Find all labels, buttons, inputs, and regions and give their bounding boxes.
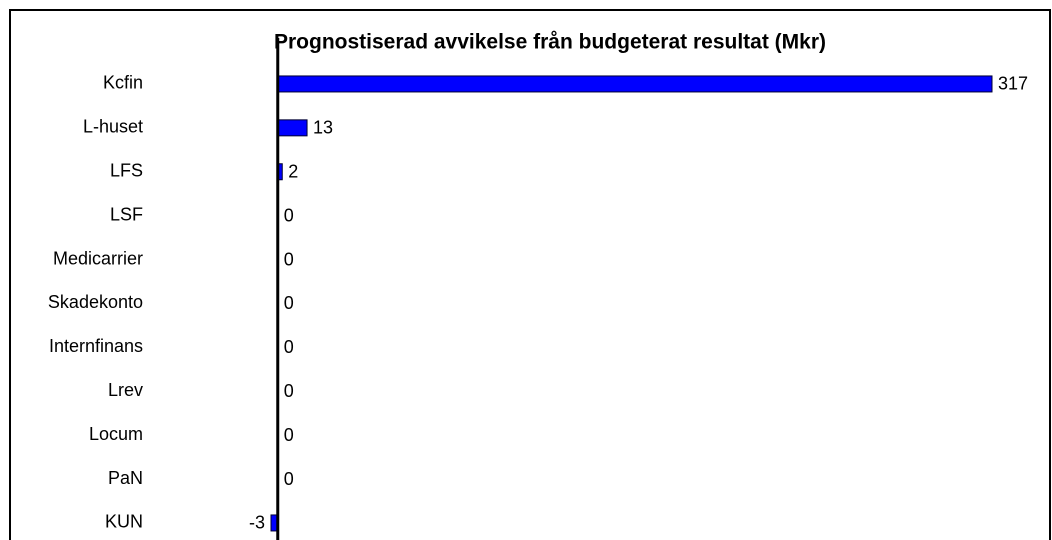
value-label: 2 [288,162,298,182]
category-label: Medicarrier [53,248,143,268]
category-label: PaN [108,468,143,488]
category-label: Locum [89,424,143,444]
value-label: 0 [284,425,294,445]
value-label: 317 [998,74,1028,94]
category-label: Internfinans [49,336,143,356]
category-label: LSF [110,204,143,224]
category-label: Lrev [108,380,143,400]
category-label: L-huset [83,117,143,137]
category-label: LFS [110,161,143,181]
chart-title: Prognostiserad avvikelse från budgeterat… [274,31,826,54]
category-label: KUN [105,512,143,532]
value-label: 0 [284,381,294,401]
bar [277,119,308,137]
bar [277,75,993,93]
category-label: Kcfin [103,73,143,93]
value-label: 13 [313,118,333,138]
category-label: Skadekonto [48,292,143,312]
value-label: 0 [284,205,294,225]
value-label: 0 [284,249,294,269]
value-label: 0 [284,469,294,489]
value-label: -3 [249,513,265,533]
value-label: 0 [284,337,294,357]
value-label: 0 [284,293,294,313]
chart-frame [9,9,1051,540]
